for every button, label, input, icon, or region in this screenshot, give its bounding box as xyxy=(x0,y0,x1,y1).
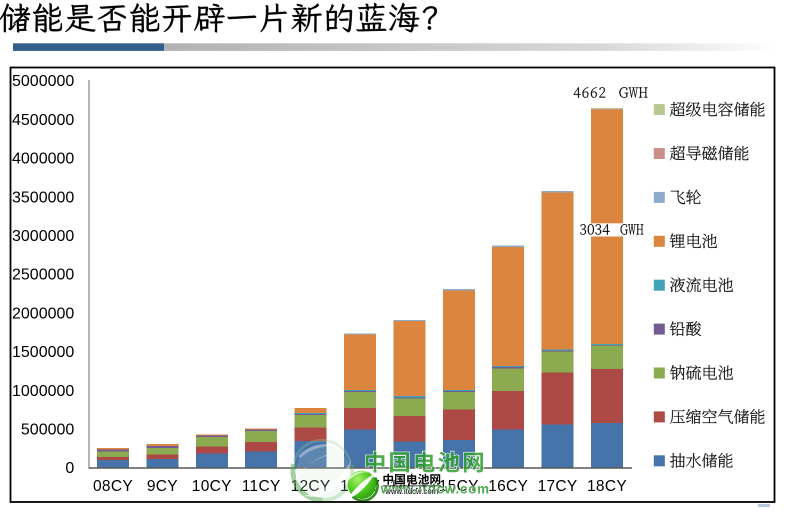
svg-text:15CY: 15CY xyxy=(439,478,479,495)
svg-text:5000000: 5000000 xyxy=(12,73,74,90)
svg-text:1000000: 1000000 xyxy=(12,383,74,400)
svg-text:www.itdcw.com: www.itdcw.com xyxy=(380,482,490,497)
svg-text:3500000: 3500000 xyxy=(12,189,74,206)
svg-text:1500000: 1500000 xyxy=(12,344,74,361)
svg-text:3000000: 3000000 xyxy=(12,228,74,245)
svg-text:2500000: 2500000 xyxy=(12,267,74,284)
svg-text:500000: 500000 xyxy=(21,422,74,439)
svg-text:17CY: 17CY xyxy=(538,478,578,495)
svg-text:16CY: 16CY xyxy=(488,478,528,495)
svg-text:0: 0 xyxy=(65,460,74,477)
svg-text:11CY: 11CY xyxy=(242,478,281,495)
svg-text:www.itdcw.com: www.itdcw.com xyxy=(384,487,438,496)
svg-text:10CY: 10CY xyxy=(192,478,232,495)
svg-text:4500000: 4500000 xyxy=(12,112,74,129)
svg-text:2000000: 2000000 xyxy=(12,305,74,322)
svg-text:08CY: 08CY xyxy=(93,478,133,495)
svg-text:12CY: 12CY xyxy=(291,478,331,495)
svg-text:9CY: 9CY xyxy=(147,478,178,495)
svg-text:18CY: 18CY xyxy=(587,478,627,495)
svg-text:4000000: 4000000 xyxy=(12,151,74,168)
